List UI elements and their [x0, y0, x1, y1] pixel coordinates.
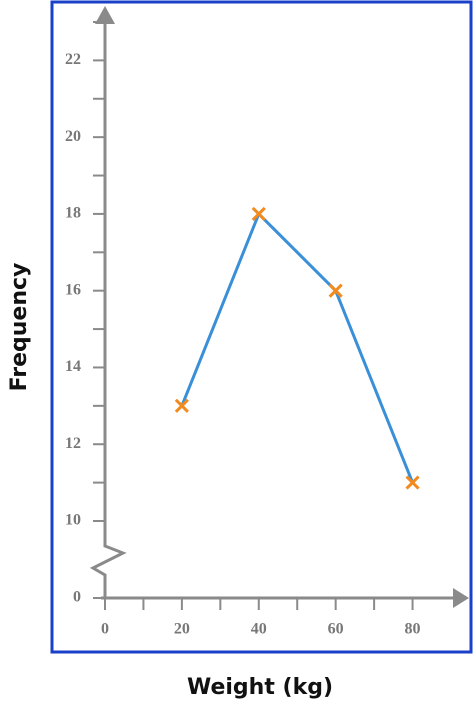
marker: [328, 283, 343, 298]
line: [180, 211, 414, 484]
x-tick-label: 0: [101, 621, 109, 638]
x-tick-label: 40: [251, 621, 267, 638]
marker: [174, 398, 189, 413]
frame: [50, 0, 473, 654]
x-tick-label: 20: [174, 621, 190, 638]
y-tick-label: 10: [65, 512, 81, 529]
y-axis-label: Frequency: [7, 263, 32, 392]
y-tick-label: 14: [65, 358, 81, 375]
y-tick-label: 12: [65, 435, 81, 452]
x-tick-label: 60: [328, 621, 344, 638]
x-axis-arrow: [453, 588, 469, 608]
x-tick-label: 80: [405, 621, 421, 638]
x-axis-label: Weight (kg): [187, 675, 333, 700]
y-tick-label: 0: [73, 589, 81, 606]
marker: [405, 475, 420, 490]
y-axis-arrow: [95, 6, 115, 24]
y-tick-label: 22: [65, 51, 81, 68]
y-tick-label: 20: [65, 128, 81, 145]
marker: [251, 206, 266, 221]
y-tick-label: 18: [65, 205, 81, 222]
y-tick-label: 16: [65, 281, 81, 298]
y-axis: [89, 18, 127, 598]
